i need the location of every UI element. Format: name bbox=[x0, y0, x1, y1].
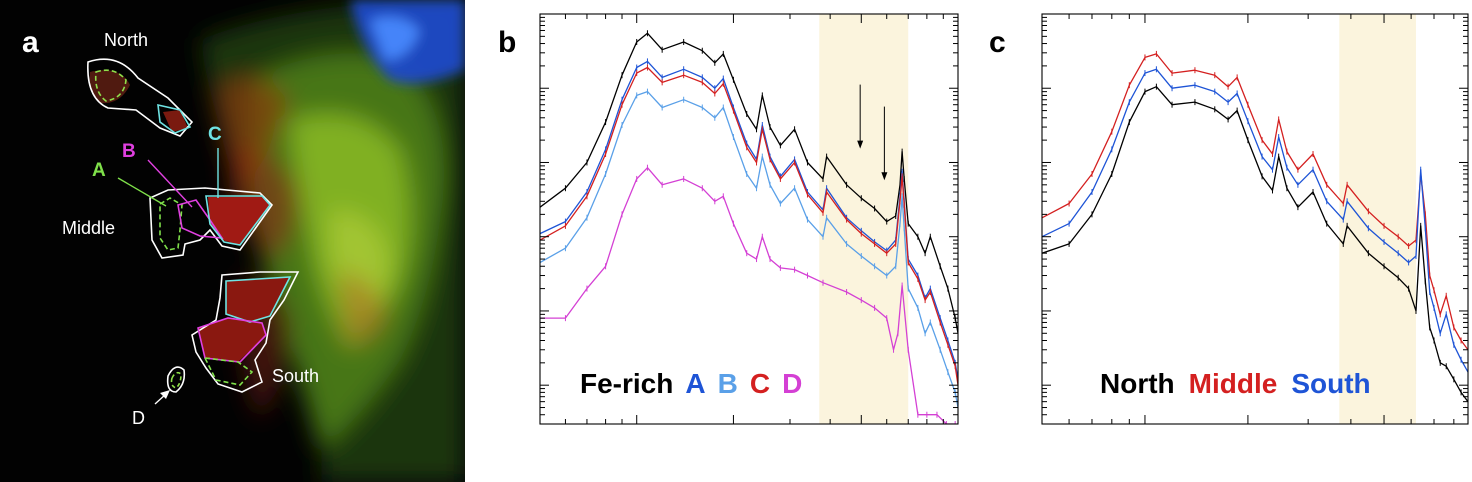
panel-a-image: a North Middle South A B C D bbox=[0, 0, 465, 482]
south-label: South bbox=[272, 366, 319, 386]
annotation-arrow-icon bbox=[857, 140, 864, 149]
series-line-middle bbox=[1042, 53, 1468, 351]
series-line-a bbox=[540, 60, 958, 380]
series-group bbox=[1042, 50, 1468, 405]
a-pointer-line bbox=[117, 177, 167, 207]
region-contours bbox=[87, 58, 300, 393]
region-d-label: D bbox=[132, 408, 145, 428]
series-group bbox=[540, 30, 958, 424]
legend-b: B bbox=[718, 368, 738, 399]
plot-frame bbox=[539, 13, 959, 425]
series-line-c bbox=[540, 66, 958, 386]
b-pointer-line bbox=[147, 159, 193, 208]
legend-a: A bbox=[685, 368, 705, 399]
legend-fe-rich: Fe-rich bbox=[580, 368, 673, 399]
y-axis bbox=[540, 13, 958, 425]
legend: North Middle South bbox=[1100, 368, 1371, 399]
north-outer-contour bbox=[87, 58, 194, 137]
south-a-contour bbox=[203, 357, 254, 386]
legend-middle: Middle bbox=[1189, 368, 1278, 399]
series-line-fe-rich bbox=[540, 32, 958, 334]
region-c-label: C bbox=[208, 124, 222, 145]
annotation-arrow-icon bbox=[881, 172, 888, 181]
region-a-label: A bbox=[92, 160, 106, 181]
nebula-glow bbox=[200, 0, 465, 482]
north-inner-contour bbox=[94, 69, 127, 102]
series-line-b bbox=[540, 90, 958, 408]
plot-frame bbox=[1041, 13, 1469, 425]
y-axis bbox=[1042, 13, 1468, 425]
series-line-south bbox=[1042, 68, 1468, 373]
fitting-range-band bbox=[1339, 14, 1416, 424]
d-region-contour bbox=[166, 366, 186, 393]
d-arrow-head-icon bbox=[160, 390, 170, 399]
x-axis bbox=[539, 14, 959, 424]
legend-c: C bbox=[750, 368, 770, 399]
b-region-contour bbox=[177, 199, 224, 239]
panel-b-letter: b bbox=[498, 26, 516, 59]
south-outer-contour bbox=[191, 271, 300, 393]
panel-a-letter: a bbox=[22, 26, 39, 59]
north-label: North bbox=[104, 30, 148, 50]
panel-c-letter: c bbox=[989, 26, 1006, 59]
region-pointers bbox=[117, 148, 219, 405]
fitting-range-band bbox=[819, 14, 909, 424]
a-region-contour bbox=[159, 197, 183, 251]
legend-north: North bbox=[1100, 368, 1175, 399]
c-region-north bbox=[157, 103, 192, 134]
legend-d: D bbox=[782, 368, 802, 399]
panel-c-chart: c North Middle South bbox=[989, 13, 1469, 425]
legend-south: South bbox=[1291, 368, 1370, 399]
region-b-label: B bbox=[122, 141, 136, 162]
south-upper-contour bbox=[225, 276, 292, 323]
c-region-contour bbox=[205, 195, 272, 246]
panel-b-chart: b Fe-rich A B C D bbox=[498, 13, 959, 425]
middle-label: Middle bbox=[62, 218, 115, 238]
legend: Fe-rich A B C D bbox=[580, 368, 802, 399]
series-line-north bbox=[1042, 86, 1468, 403]
series-line-d bbox=[540, 167, 956, 424]
